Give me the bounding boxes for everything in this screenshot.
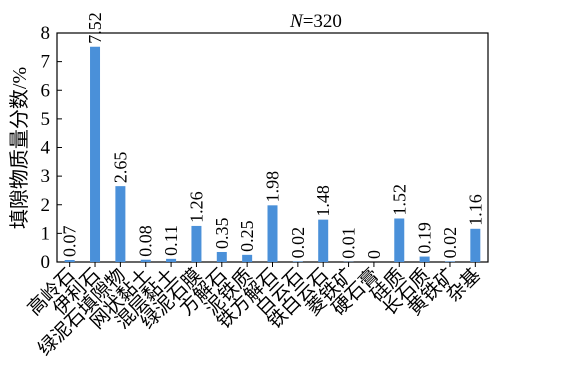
bar [470,228,481,262]
y-tick-label: 0 [41,252,51,273]
sample-count-value: =320 [303,11,342,32]
y-tick-label: 5 [41,109,51,130]
value-label: 0.02 [440,227,460,259]
value-label: 0.25 [237,220,257,252]
bar [216,251,227,262]
value-label: 2.65 [110,152,130,184]
y-axis-label: 填隙物质量分数/% [8,67,31,229]
value-label: 0.19 [415,222,435,254]
y-tick-label: 7 [41,52,51,73]
bar [90,46,101,262]
bar [318,219,329,262]
y-tick-label: 3 [41,166,51,187]
value-labels: 0.07 7.52 2.65 0.08 0.111.26 0.35 0.25 1.98 0.02… [60,12,486,259]
value-label: 1.48 [313,185,333,217]
value-label: 0.08 [136,225,156,257]
value-label: 0.07 [60,225,80,257]
sample-count-annotation: N=320 [289,11,342,32]
y-tick-label: 2 [41,195,51,216]
bar [242,254,253,262]
value-label: 0.35 [212,217,232,249]
category-labels: 高岭石伊利石绿泥石填隙物网状黏土混层黏土绿泥石膜方解石泥铁质铁方解石白云石铁白云… [23,263,485,360]
bar [419,256,430,262]
bar [394,218,405,262]
bar [444,261,455,262]
value-label: 7.52 [85,12,105,44]
bar [64,259,75,262]
bars [64,46,481,262]
bar [115,186,126,262]
value-label: 0.01 [339,227,359,259]
value-label: 1.52 [389,184,409,216]
bar [292,261,303,262]
y-tick-label: 4 [41,138,51,159]
value-label: 0.02 [288,227,308,259]
sample-count-label: N [289,11,304,32]
y-tick-label: 6 [41,80,51,101]
y-tick-label: 1 [41,223,51,244]
value-label: 1.98 [263,171,283,203]
value-label: 1.26 [186,191,206,223]
value-label: 1.16 [465,194,485,225]
value-label: 0.11 [161,225,181,256]
y-tick-label: 8 [41,23,51,44]
bar [191,225,202,262]
bar [166,258,177,262]
value-label: 0 [364,250,384,259]
bar [140,259,151,262]
bar [267,205,278,262]
